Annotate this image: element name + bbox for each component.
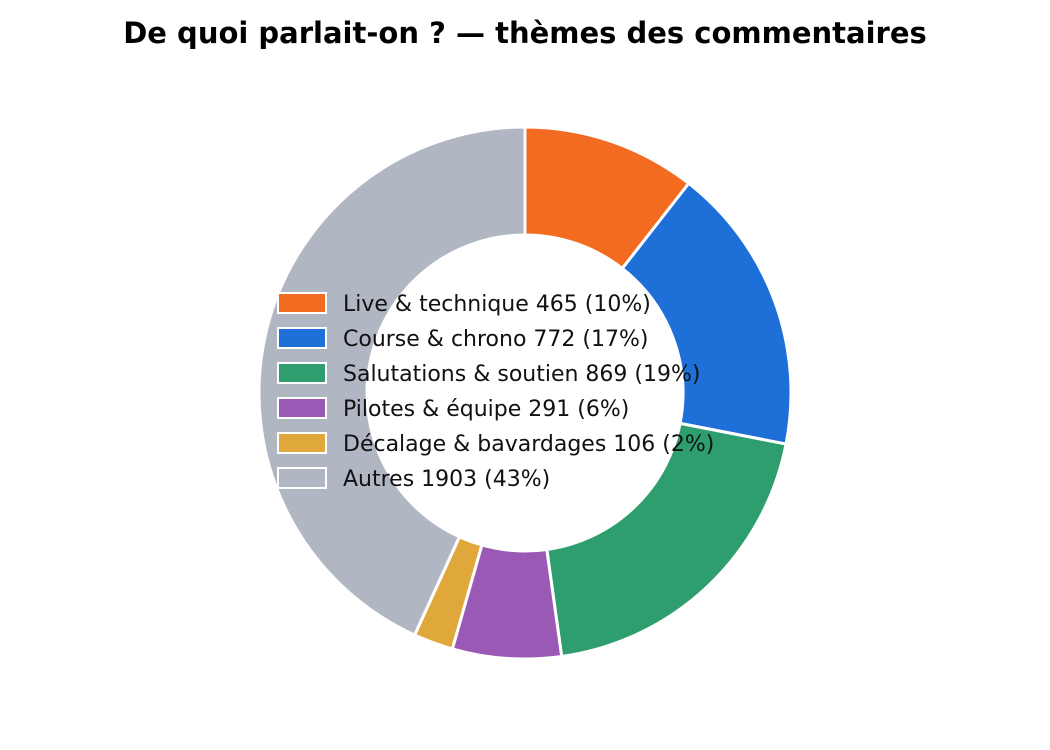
legend-label-pilotes-and-equipe: Pilotes & équipe 291 (6%) [343,397,629,422]
legend-swatch-autres [277,467,327,489]
legend-swatch-pilotes-and-equipe [277,397,327,419]
legend-label-course-and-chrono: Course & chrono 772 (17%) [343,327,648,352]
chart-title: De quoi parlait-on ? — thèmes des commen… [123,16,927,50]
legend: Live & technique 465 (10%) Course & chron… [277,292,714,492]
slice-autres [257,125,527,637]
legend-label-autres: Autres 1903 (43%) [343,467,550,492]
legend-swatch-course-and-chrono [277,327,327,349]
slice-course-and-chrono [620,181,793,446]
legend-label-decalage-and-bavardages: Décalage & bavardages 106 (2%) [343,432,714,457]
legend-swatch-decalage-and-bavardages [277,432,327,454]
legend-label-live-and-technique: Live & technique 465 (10%) [343,292,651,317]
slice-salutations-and-soutien [545,421,788,658]
legend-label-salutations-and-soutien: Salutations & soutien 869 (19%) [343,362,700,387]
legend-swatch-salutations-and-soutien [277,362,327,384]
donut-slices [257,125,793,661]
legend-swatch-live-and-technique [277,292,327,314]
